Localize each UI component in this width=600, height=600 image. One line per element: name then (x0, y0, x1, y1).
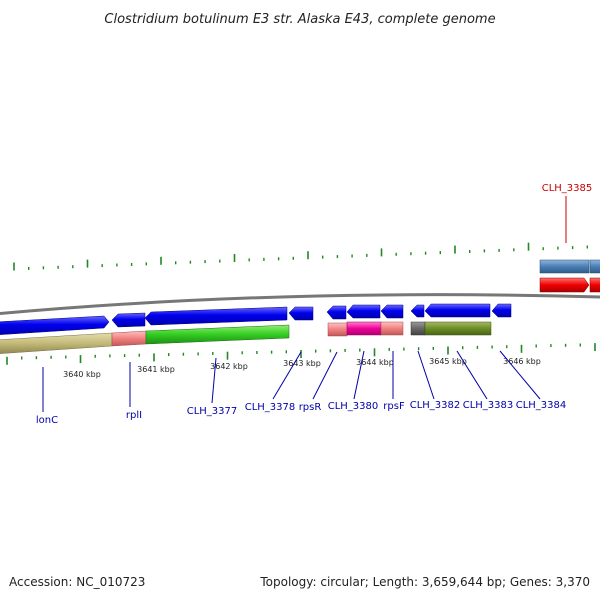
rrna-bar-blue-2[interactable] (589, 259, 600, 274)
gene-label-clh-3377[interactable]: CLH_3377 (187, 406, 238, 417)
gene-label-rpsr[interactable]: rpsR (299, 402, 322, 413)
forward-cds-track (0, 303, 512, 335)
kbp-label: 3641 kbp (137, 365, 175, 374)
gene-labels: lonC rplI CLH_3377 CLH_3378 rpsR CLH_338… (36, 183, 592, 426)
gene-bar-rpsf[interactable] (380, 321, 404, 336)
gene-label-rpsf[interactable]: rpsF (383, 401, 405, 412)
map-title: Clostridium botulinum E3 str. Alaska E43… (104, 12, 495, 27)
genome-backbone-line (0, 293, 600, 316)
gene-bar-clh-3382[interactable] (410, 321, 426, 336)
gene-bar-lonc[interactable] (0, 332, 113, 354)
gene-label-clh-3378[interactable]: CLH_3378 (245, 402, 296, 413)
gene-bar-rpsr[interactable] (327, 322, 348, 337)
cds-arrow[interactable] (0, 315, 110, 335)
upper-tick-row (13, 242, 588, 271)
gene-label-rpli[interactable]: rplI (126, 410, 142, 421)
gene-track (0, 321, 492, 354)
kbp-label: 3645 kbp (429, 357, 467, 366)
gene-label-clh-3382[interactable]: CLH_3382 (410, 400, 461, 411)
cds-arrow[interactable] (410, 304, 425, 318)
genome-summary-text: Topology: circular; Length: 3,659,644 bp… (259, 575, 590, 589)
gene-bar-clh-3377[interactable] (145, 324, 290, 345)
lower-tick-row (6, 343, 596, 365)
kbp-ruler: 3640 kbp 3641 kbp 3642 kbp 3643 kbp 3644… (63, 357, 541, 379)
kbp-label: 3642 kbp (210, 362, 248, 371)
gene-bar-clh-3380[interactable] (346, 321, 382, 336)
rrna-bar-red-2[interactable] (589, 277, 600, 293)
rrna-arrow-red[interactable] (539, 277, 590, 293)
accession-text: Accession: NC_010723 (9, 575, 145, 589)
cds-arrow[interactable] (491, 303, 512, 318)
cds-arrow[interactable] (288, 306, 314, 321)
kbp-label: 3646 kbp (503, 357, 541, 366)
gene-label-clh-3380[interactable]: CLH_3380 (328, 401, 379, 412)
cds-arrow[interactable] (111, 312, 146, 328)
rrna-feature-group (539, 259, 600, 293)
cds-arrow[interactable] (346, 304, 381, 319)
gene-label-clh-3383[interactable]: CLH_3383 (463, 400, 514, 411)
gene-bar-clh-3383[interactable] (424, 321, 492, 336)
cds-arrow[interactable] (326, 305, 347, 320)
cds-arrow[interactable] (144, 306, 288, 326)
gene-label-clh-3384[interactable]: CLH_3384 (516, 400, 567, 411)
rrna-bar-blue[interactable] (539, 259, 590, 274)
gene-label-clh-3385[interactable]: CLH_3385 (542, 183, 593, 194)
gene-bar-rpli[interactable] (111, 330, 147, 347)
kbp-label: 3644 kbp (356, 358, 394, 367)
kbp-label: 3640 kbp (63, 370, 101, 379)
kbp-label: 3643 kbp (283, 359, 321, 368)
cds-arrow[interactable] (380, 304, 404, 319)
gene-label-leaders (42, 350, 541, 412)
cds-arrow[interactable] (424, 303, 491, 318)
gene-label-lonc[interactable]: lonC (36, 415, 58, 426)
